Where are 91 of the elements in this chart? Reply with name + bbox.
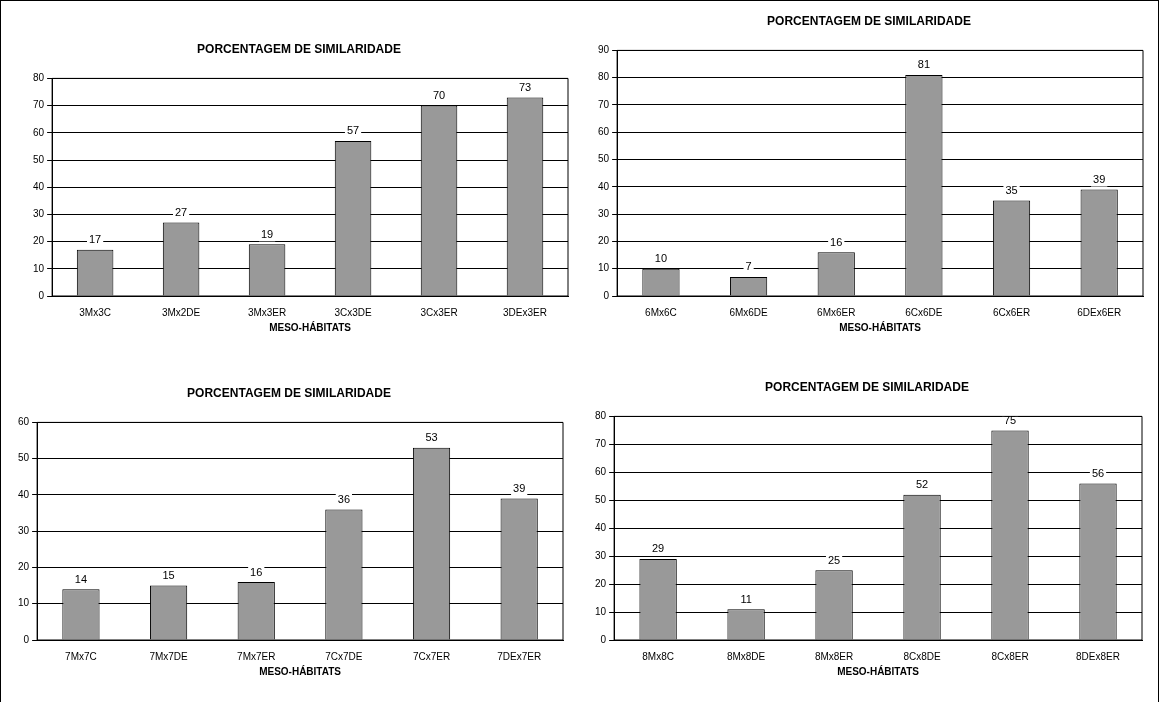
y-tick-label: 10 [598,262,610,274]
chart-title: PORCENTAGEM DE SIMILARIDADE [197,41,401,56]
x-tick-label: 6Cx6ER [992,306,1031,318]
y-tick-label: 50 [18,452,30,464]
x-tick-label: 3DEx3ER [503,306,547,318]
x-tick-label: 3Mx2DE [161,306,201,318]
y-tick-label: 20 [595,577,607,589]
y-tick-label: 60 [595,466,607,478]
data-label: 73 [518,80,532,93]
y-tick-label: 70 [595,438,607,450]
y-tick-label: 60 [33,126,45,138]
y-tick-label: 80 [595,410,607,422]
data-label: 29 [651,542,665,555]
y-tick-label: 80 [598,71,610,83]
data-label: 19 [260,227,274,240]
y-tick-label: 30 [33,208,45,220]
y-tick-label: 60 [598,126,610,138]
y-tick-label: 0 [38,289,45,301]
y-tick-label: 40 [595,521,607,533]
data-label: 10 [654,252,668,265]
y-tick-label: 90 [598,44,610,56]
data-label: 35 [1005,184,1018,197]
y-tick-label: 60 [18,416,30,428]
x-tick-label: 7Mx7C [65,650,97,662]
x-tick-label: 8Mx8DE [726,650,766,662]
x-tick-label: 7DEx7ER [497,650,542,662]
x-tick-label: 8Mx8C [642,650,674,662]
x-tick-label: 7Cx7ER [412,650,451,662]
data-label: 16 [250,565,263,578]
x-tick-label: 3Mx3C [79,306,111,318]
x-tick-label: 7Mx7DE [149,650,189,662]
x-tick-label: 6Cx6DE [905,306,943,318]
y-tick-label: 30 [18,524,30,536]
y-tick-label: 10 [595,605,607,617]
x-tick-label: 3Cx3ER [420,306,458,318]
data-label: 7 [745,260,752,273]
x-tick-label: 6Mx6ER [817,306,856,318]
x-tick-label: 3Mx3ER [247,306,287,318]
y-tick-label: 40 [33,180,45,192]
y-tick-label: 20 [33,235,45,247]
data-label: 27 [174,206,188,219]
y-tick-label: 50 [33,153,45,165]
chart-title: PORCENTAGEM DE SIMILARIDADE [187,385,391,400]
y-tick-label: 0 [603,289,610,301]
data-label: 52 [915,478,929,491]
data-label: 81 [917,58,931,71]
x-tick-label: 7Mx7ER [237,650,276,662]
data-label: 57 [346,124,360,137]
x-tick-label: 6DEx6ER [1077,306,1122,318]
data-label: 56 [1091,467,1105,480]
x-axis-title: MESO-HÁBITATS [837,664,920,677]
x-axis-title: MESO-HÁBITATS [269,320,352,333]
y-tick-label: 50 [598,153,610,165]
data-label: 16 [830,235,843,248]
y-tick-label: 40 [598,180,610,192]
data-label: 36 [337,492,351,505]
x-tick-label: 6Mx6DE [729,306,769,318]
x-tick-label: 6Mx6C [645,306,677,318]
y-tick-label: 30 [595,549,607,561]
y-tick-label: 50 [595,494,607,505]
x-tick-label: 8Cx8DE [903,650,941,662]
data-label: 25 [827,553,841,566]
data-label: 70 [432,89,446,102]
data-label: 75 [1003,413,1017,426]
y-tick-label: 10 [18,597,30,609]
data-label: 15 [162,569,175,582]
y-tick-label: 0 [600,633,607,645]
data-label: 11 [740,592,752,605]
x-tick-label: 8Cx8ER [991,650,1029,662]
x-axis-title: MESO-HÁBITATS [259,664,342,677]
y-tick-label: 10 [33,262,45,274]
chart-title: PORCENTAGEM DE SIMILARIDADE [767,13,971,28]
y-tick-label: 80 [33,72,45,84]
y-tick-label: 40 [18,488,30,500]
y-tick-label: 20 [598,235,610,247]
data-label: 39 [513,482,526,495]
data-label: 14 [74,572,88,585]
y-tick-label: 70 [598,98,610,110]
y-tick-label: 70 [33,99,45,111]
x-tick-label: 8DEx8ER [1076,650,1120,662]
x-tick-label: 3Cx3DE [334,306,372,318]
y-tick-label: 0 [23,633,30,645]
data-label: 39 [1093,173,1106,186]
y-tick-label: 30 [598,207,610,219]
x-tick-label: 8Mx8ER [814,650,854,662]
x-axis-title: MESO-HÁBITATS [839,320,922,333]
data-label: 53 [425,431,438,444]
x-tick-label: 7Cx7DE [325,650,363,662]
chart-title: PORCENTAGEM DE SIMILARIDADE [765,379,969,394]
y-tick-label: 20 [18,561,30,573]
data-label: 17 [88,233,102,246]
